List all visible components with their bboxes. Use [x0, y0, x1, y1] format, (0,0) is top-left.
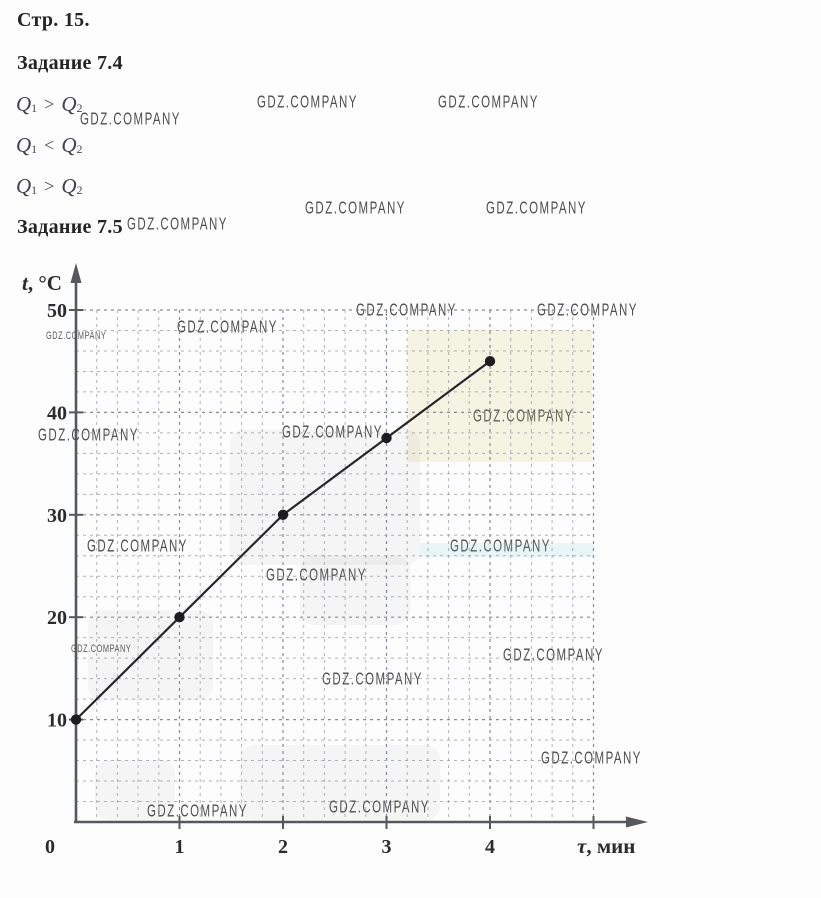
- comparison-operator: >: [44, 93, 55, 114]
- watermark-text: GDZ.COMPANY: [503, 645, 604, 665]
- y-tick-label: 10: [47, 710, 67, 732]
- watermark-text: GDZ.COMPANY: [541, 748, 642, 768]
- watermark-text: GDZ.COMPANY: [537, 300, 638, 320]
- watermark-text: GDZ.COMPANY: [147, 801, 248, 821]
- q2-symbol: Q: [61, 132, 77, 157]
- watermark-text: GDZ.COMPANY: [438, 92, 539, 112]
- q1-symbol: Q: [16, 91, 32, 116]
- task-7-5-heading: Задание 7.5: [17, 216, 123, 238]
- scan-tint-yellow: [408, 330, 592, 462]
- y-tick-label: 20: [47, 607, 67, 629]
- watermark-text: GDZ.COMPANY: [80, 109, 181, 129]
- watermark-text: GDZ.COMPANY: [266, 565, 367, 585]
- q2-subscript: 2: [76, 100, 83, 115]
- x-tick-label: 4: [485, 836, 495, 858]
- task-7-4-heading: Задание 7.4: [17, 52, 123, 74]
- origin-label: 0: [45, 836, 55, 858]
- y-axis-title: t, °C: [22, 271, 62, 295]
- comparison-operator: >: [44, 175, 55, 196]
- watermark-text: GDZ.COMPANY: [38, 425, 139, 445]
- q2-subscript: 2: [76, 182, 83, 197]
- scan-smudge: [95, 760, 175, 820]
- q1-subscript: 1: [31, 182, 38, 197]
- watermark-text: GDZ.COMPANY: [282, 422, 383, 442]
- x-tick-label: 2: [278, 836, 288, 858]
- watermark-text: GDZ.COMPANY: [71, 642, 131, 655]
- y-tick-label: 40: [47, 402, 67, 424]
- x-axis-title: τ, мин: [577, 834, 635, 858]
- q1-subscript: 1: [31, 141, 38, 156]
- data-point: [381, 432, 392, 444]
- scan-smudge: [300, 555, 410, 625]
- watermark-text: GDZ.COMPANY: [329, 797, 430, 817]
- q1-subscript: 1: [31, 100, 38, 115]
- data-point: [277, 509, 289, 520]
- watermark-text: GDZ.COMPANY: [177, 317, 278, 337]
- data-point: [70, 714, 82, 725]
- y-tick-label: 50: [47, 300, 67, 322]
- data-point: [484, 356, 496, 367]
- page-title: Стр. 15.: [17, 9, 90, 31]
- x-tick-label: 3: [382, 836, 392, 858]
- watermark-text: GDZ.COMPANY: [127, 214, 228, 234]
- y-tick-label: 30: [47, 505, 67, 527]
- watermark-text: GDZ.COMPANY: [257, 92, 358, 112]
- scan-smudge: [88, 610, 213, 700]
- x-axis-arrow-icon: [626, 816, 648, 828]
- data-point: [174, 612, 185, 623]
- q1-symbol: Q: [16, 173, 32, 198]
- watermark-text: GDZ.COMPANY: [473, 406, 574, 426]
- q2-symbol: Q: [61, 173, 77, 198]
- q2-symbol: Q: [61, 91, 77, 116]
- scan-tint-cyan: [420, 543, 594, 557]
- watermark-text: GDZ.COMPANY: [450, 536, 551, 556]
- scan-smudge: [240, 745, 440, 820]
- watermark-text: GDZ.COMPANY: [486, 198, 587, 218]
- q2-subscript: 2: [76, 141, 83, 156]
- watermark-text: GDZ.COMPANY: [305, 198, 406, 218]
- watermark-text: GDZ.COMPANY: [87, 536, 188, 556]
- comparison-operator: <: [44, 134, 55, 155]
- y-axis-arrow-icon: [70, 263, 82, 283]
- q1-symbol: Q: [16, 132, 32, 157]
- x-tick-label: 1: [175, 836, 185, 858]
- scan-smudge: [230, 430, 420, 565]
